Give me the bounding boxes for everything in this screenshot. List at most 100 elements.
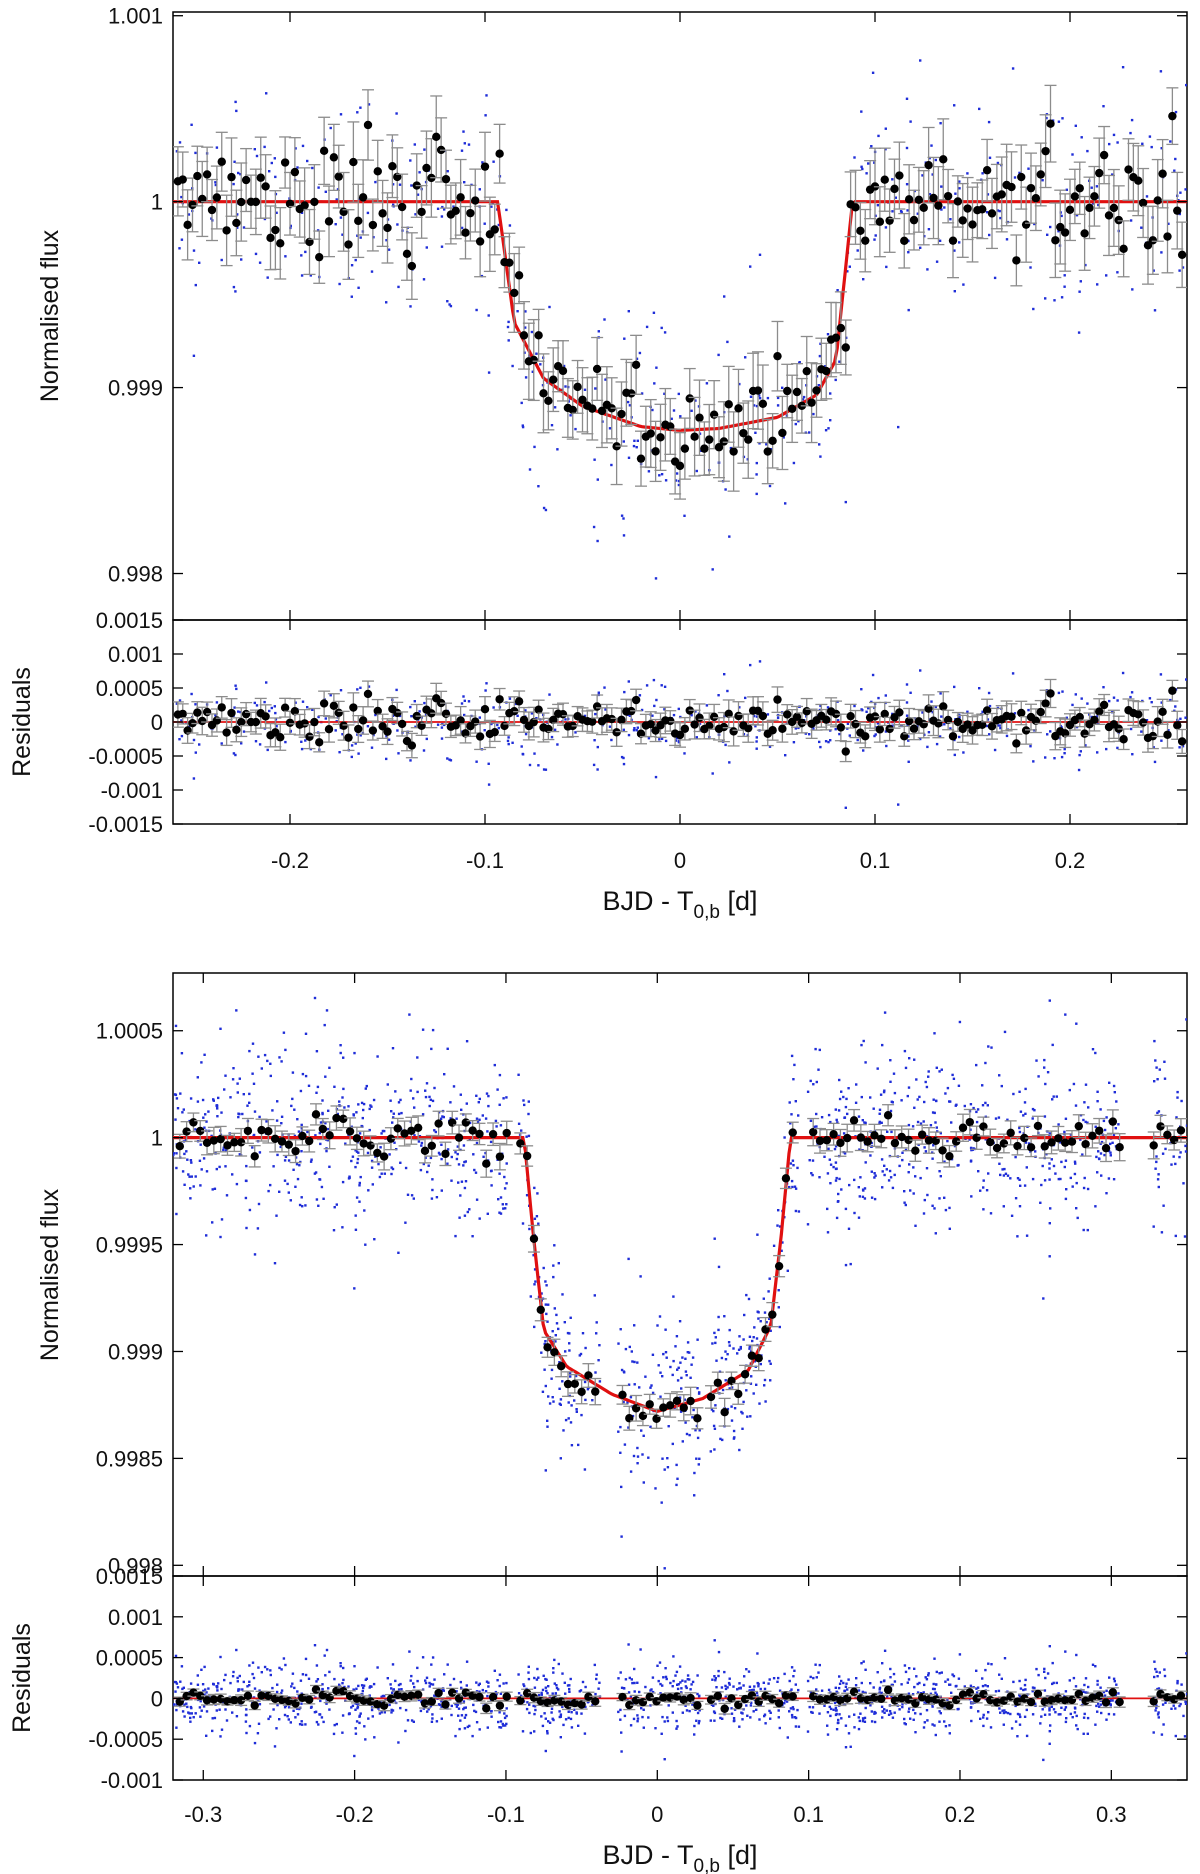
binned-point-with-errorbar (664, 1392, 677, 1418)
unbinned-point (678, 1320, 682, 1323)
unbinned-point (425, 1082, 429, 1085)
unbinned-residual-point (568, 1690, 571, 1693)
unbinned-point (806, 1223, 810, 1226)
unbinned-point (622, 517, 625, 520)
unbinned-residual-point (435, 1720, 439, 1723)
unbinned-point (863, 1187, 867, 1190)
unbinned-residual-point (904, 1670, 908, 1674)
binned-point-with-errorbar (771, 686, 784, 713)
unbinned-point (430, 1047, 433, 1051)
unbinned-point (916, 212, 919, 215)
unbinned-residual-point (246, 1685, 249, 1688)
unbinned-point (987, 1172, 990, 1175)
unbinned-point (1011, 67, 1015, 70)
unbinned-residual-point (955, 1684, 958, 1688)
unbinned-point (904, 1066, 908, 1070)
binned-point-with-errorbar (534, 1298, 547, 1322)
unbinned-residual-point (431, 1683, 435, 1686)
unbinned-residual-point (691, 1680, 695, 1684)
unbinned-point (324, 190, 327, 193)
unbinned-residual-point (823, 1704, 826, 1707)
unbinned-point (1018, 1178, 1021, 1181)
binned-point-with-errorbar (313, 230, 326, 284)
binned-point-with-errorbar (902, 1128, 915, 1152)
unbinned-point (728, 535, 731, 538)
unbinned-residual-point (864, 1668, 867, 1671)
unbinned-point (968, 1138, 971, 1141)
unbinned-residual-point (984, 1668, 987, 1672)
unbinned-point (311, 166, 314, 170)
unbinned-point (280, 1115, 284, 1118)
unbinned-point (1009, 1177, 1012, 1180)
unbinned-residual-point (505, 1714, 508, 1718)
unbinned-residual-point (938, 1710, 941, 1713)
binned-point-with-errorbar (303, 1694, 316, 1705)
unbinned-residual-point (454, 1734, 457, 1738)
binned-point-with-errorbar (381, 718, 394, 746)
unbinned-point (533, 445, 536, 449)
unbinned-residual-point (1063, 747, 1066, 751)
xtick-label: 0 (651, 1802, 663, 1827)
unbinned-point (723, 1315, 726, 1318)
unbinned-residual-point (1024, 1678, 1027, 1682)
unbinned-point (636, 1455, 640, 1458)
unbinned-residual-point (776, 716, 780, 719)
unbinned-point (525, 1135, 528, 1138)
unbinned-residual-point (962, 751, 965, 754)
unbinned-residual-point (1097, 1705, 1101, 1708)
unbinned-point (1016, 1235, 1019, 1238)
unbinned-point (533, 1283, 536, 1286)
binned-point-with-errorbar (650, 1697, 663, 1706)
ytick-label: -0.0015 (88, 812, 163, 837)
unbinned-point (791, 1185, 794, 1189)
unbinned-residual-point (244, 1720, 248, 1723)
binned-point-with-errorbar (220, 194, 233, 267)
unbinned-point (441, 1115, 444, 1118)
unbinned-residual-point (745, 1668, 748, 1671)
binned-point-with-errorbar (997, 1133, 1010, 1154)
unbinned-residual-point (763, 1687, 767, 1691)
unbinned-point (792, 1078, 795, 1081)
unbinned-residual-point (274, 711, 277, 715)
binned-point-with-errorbar (986, 177, 998, 250)
unbinned-point (698, 1457, 701, 1460)
unbinned-point (728, 1328, 731, 1332)
unbinned-point (380, 1172, 383, 1175)
unbinned-point (811, 1159, 815, 1162)
unbinned-point (837, 1109, 841, 1112)
unbinned-residual-point (1018, 1693, 1021, 1697)
unbinned-point (309, 274, 312, 277)
unbinned-point (300, 274, 304, 277)
unbinned-residual-point (489, 1710, 493, 1713)
unbinned-residual-point (1131, 753, 1134, 756)
unbinned-point (584, 1346, 587, 1350)
unbinned-point (812, 412, 815, 416)
unbinned-point (862, 278, 865, 281)
unbinned-point (395, 112, 398, 115)
binned-point-with-errorbar (649, 420, 662, 483)
unbinned-point (694, 399, 697, 402)
unbinned-point (186, 1158, 189, 1161)
unbinned-point (738, 1335, 741, 1338)
unbinned-residual-point (1025, 1708, 1028, 1712)
unbinned-residual-point (370, 1685, 373, 1688)
unbinned-residual-point (516, 714, 519, 717)
unbinned-residual-point (790, 1688, 793, 1691)
binned-point-with-errorbar (488, 722, 501, 743)
unbinned-residual-point (933, 1724, 936, 1727)
unbinned-residual-point (663, 1720, 666, 1723)
unbinned-point (801, 398, 805, 401)
unbinned-residual-point (846, 1688, 849, 1691)
unbinned-residual-point (988, 704, 992, 708)
unbinned-residual-point (1115, 1683, 1118, 1686)
unbinned-point (888, 1169, 892, 1173)
unbinned-point (884, 226, 888, 229)
unbinned-point (665, 1356, 668, 1359)
unbinned-point (389, 1099, 392, 1102)
unbinned-residual-point (490, 1715, 493, 1718)
unbinned-point (542, 1266, 545, 1270)
unbinned-residual-point (838, 732, 841, 736)
binned-point-with-errorbar (480, 1702, 493, 1715)
unbinned-point (351, 1155, 355, 1158)
